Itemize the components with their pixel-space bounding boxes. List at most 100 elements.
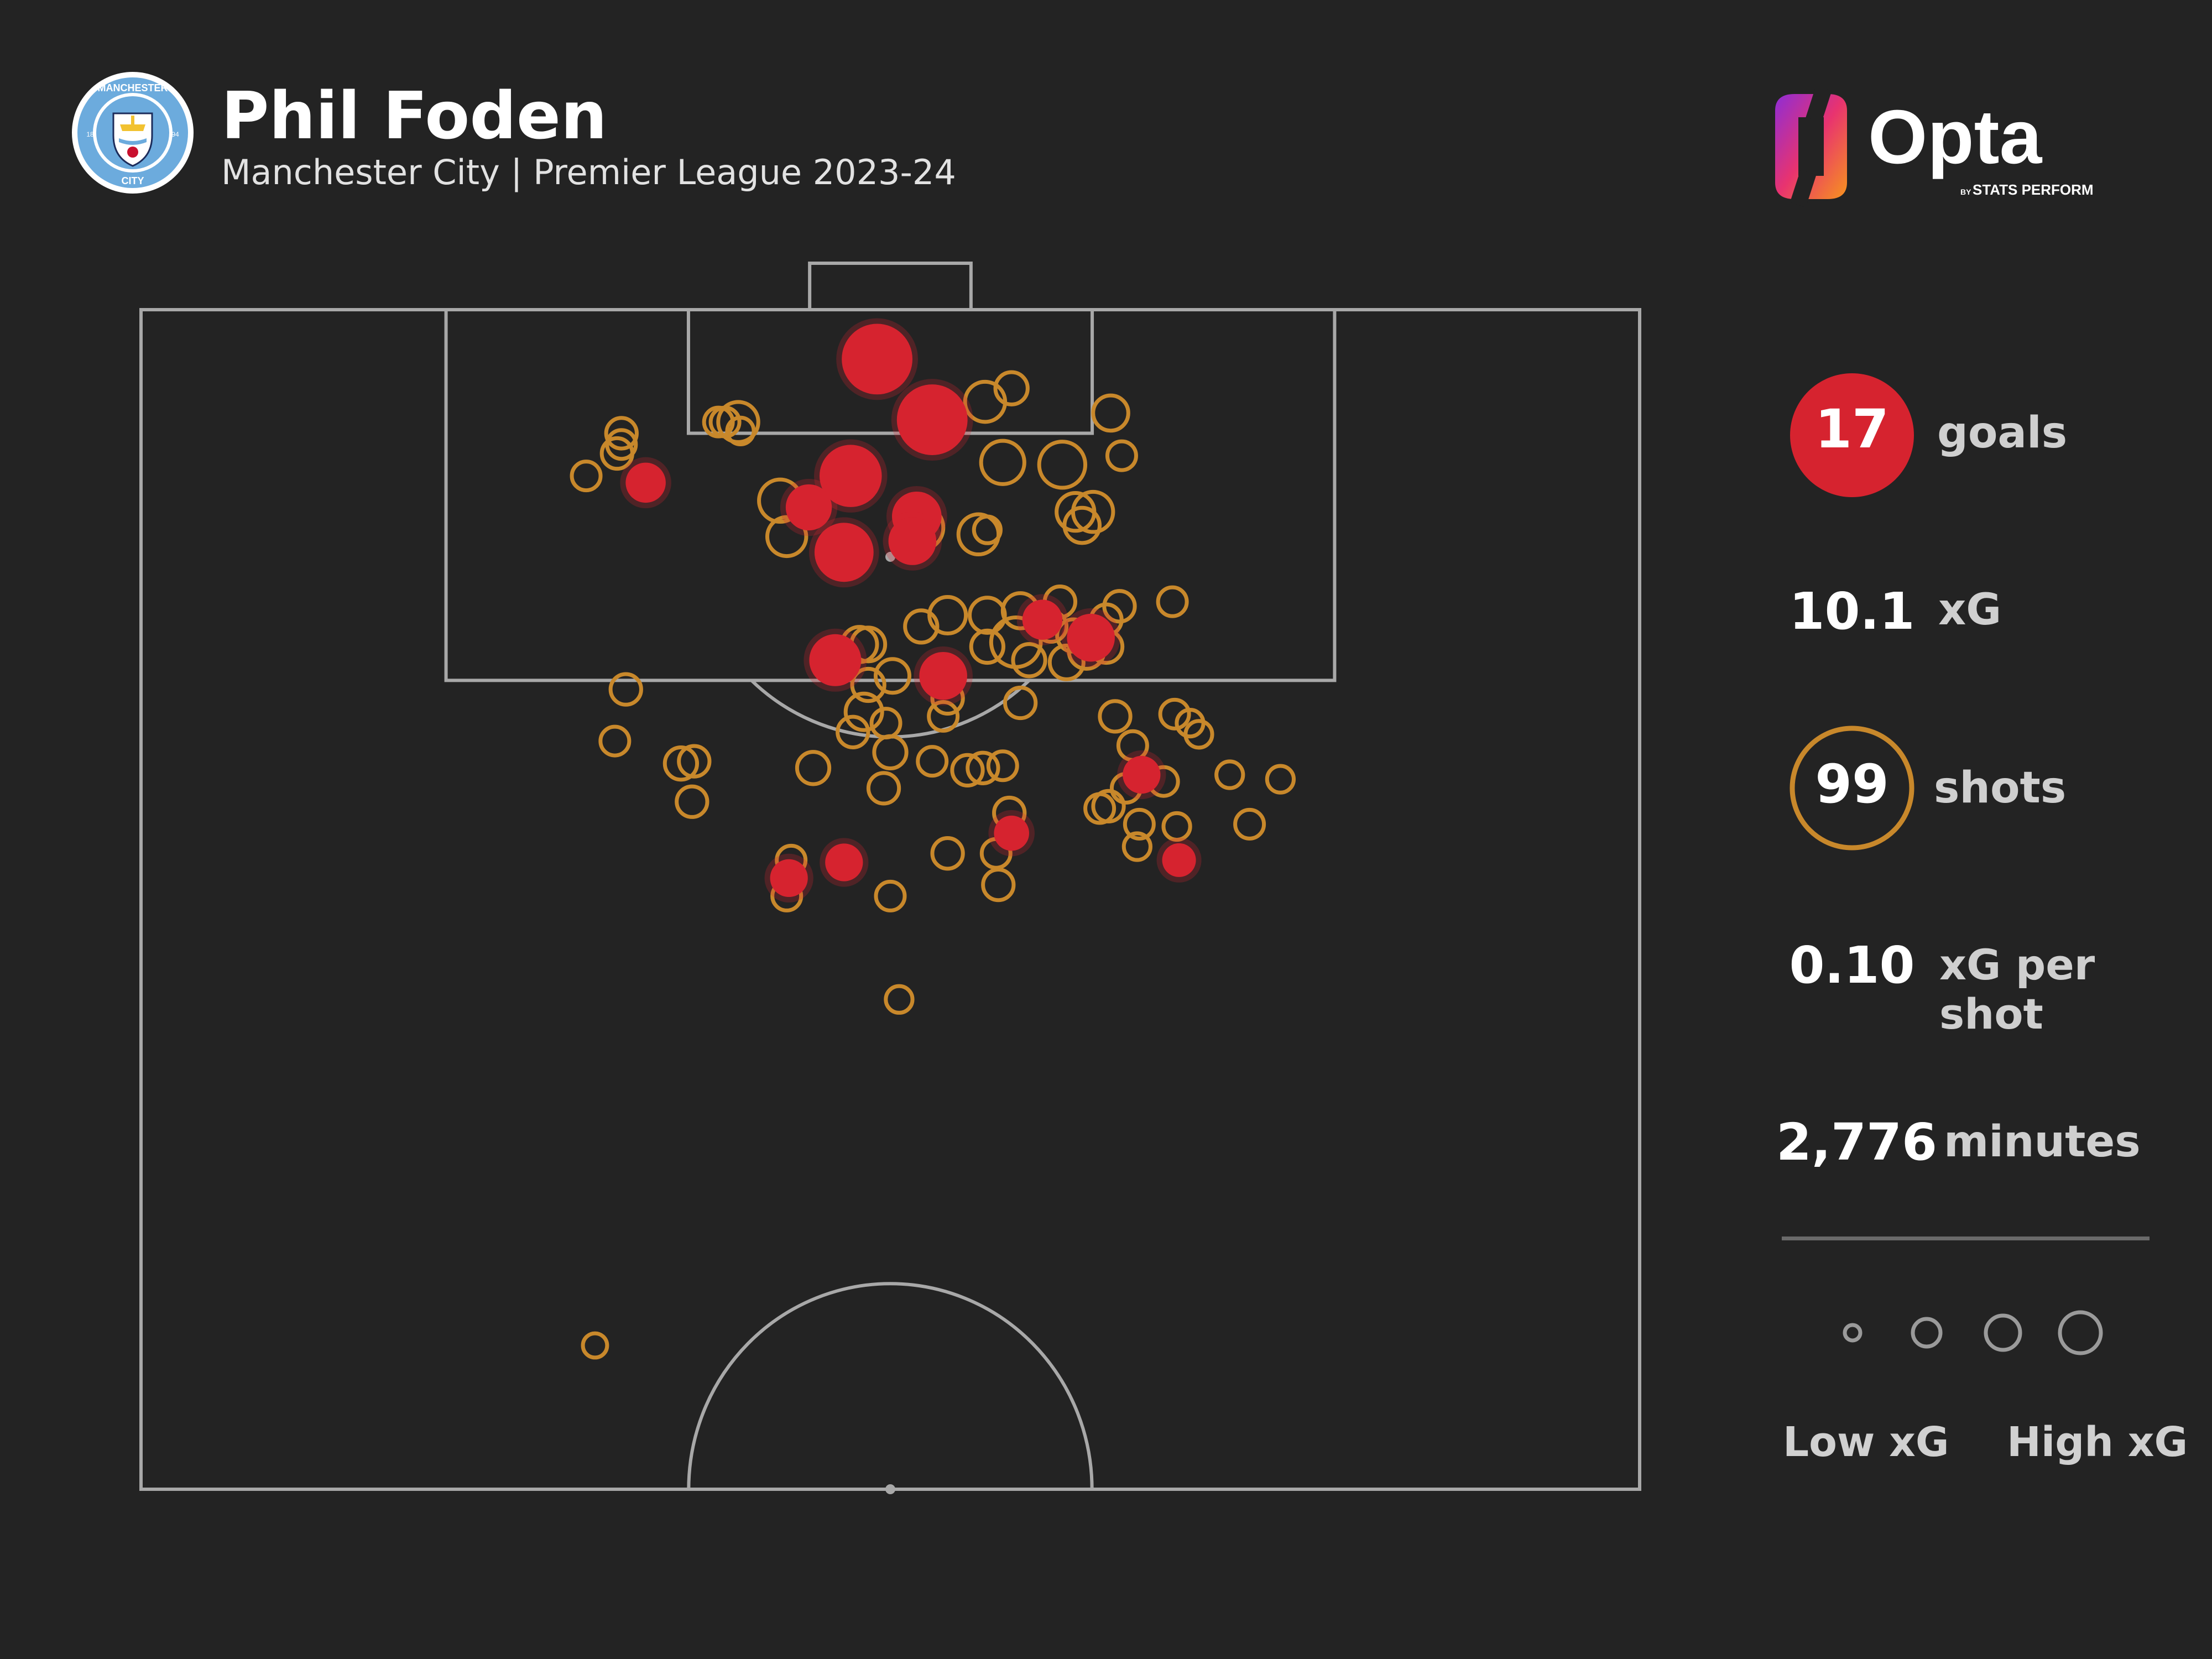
shot-marker xyxy=(986,749,1019,782)
shot-marker xyxy=(1105,439,1138,472)
goal-marker xyxy=(819,445,882,507)
shot-marker xyxy=(765,515,808,559)
shot-marker xyxy=(677,744,712,779)
shot-marker xyxy=(1214,759,1245,790)
player-name-title: Phil Foden xyxy=(221,77,607,154)
goal-marker xyxy=(1123,755,1161,794)
shot-marker xyxy=(1091,393,1130,433)
xg-value: 10.1 xyxy=(1789,582,1915,641)
shot-marker xyxy=(662,745,700,782)
shot-marker xyxy=(850,666,886,703)
goals-label: goals xyxy=(1937,408,2068,458)
shot-marker xyxy=(843,691,884,732)
legend-circle-mid-high-xg xyxy=(1984,1313,2022,1352)
shot-marker xyxy=(716,400,760,444)
goal-marker xyxy=(1162,843,1196,877)
shot-marker xyxy=(1123,807,1156,841)
shot-marker xyxy=(874,879,907,912)
shots-value: 99 xyxy=(1815,753,1889,815)
goal-marker xyxy=(888,517,937,565)
shot-marker xyxy=(581,1331,609,1360)
shot-marker xyxy=(1062,505,1102,545)
shots-layer xyxy=(570,318,1296,1360)
shot-marker xyxy=(1098,699,1133,734)
shot-marker xyxy=(725,415,756,447)
shot-marker xyxy=(608,672,643,707)
opta-logo-icon: Opta BY STATS PERFORM xyxy=(1775,88,2094,208)
shot-marker xyxy=(866,771,901,806)
shot-marker xyxy=(836,714,870,749)
goal-frame xyxy=(808,262,973,311)
svg-text:Opta: Opta xyxy=(1868,95,2043,180)
shot-marker xyxy=(605,428,638,461)
shot-marker xyxy=(873,657,912,695)
goal-marker xyxy=(994,815,1029,851)
goals-value: 17 xyxy=(1815,398,1889,460)
xg-size-legend xyxy=(1843,1310,2103,1355)
legend-high-xg-label: High xG xyxy=(2007,1418,2188,1466)
shot-marker xyxy=(1102,589,1137,624)
legend-divider xyxy=(1782,1237,2150,1240)
shot-marker xyxy=(1233,807,1266,841)
legend-circle-high-xg xyxy=(2058,1310,2103,1355)
svg-text:CITY: CITY xyxy=(121,175,144,186)
svg-text:STATS PERFORM: STATS PERFORM xyxy=(1973,181,2094,198)
xg-per-shot-value: 0.10 xyxy=(1789,936,1915,995)
goal-marker xyxy=(625,462,666,503)
shot-marker xyxy=(1121,831,1152,862)
goal-marker xyxy=(825,843,863,881)
goal-marker xyxy=(770,859,808,898)
centre-circle-arc xyxy=(688,1284,1092,1489)
minutes-label: minutes xyxy=(1944,1117,2141,1167)
goal-marker xyxy=(814,523,874,582)
goal-marker xyxy=(1022,599,1063,640)
goal-marker xyxy=(785,484,832,531)
svg-text:BY: BY xyxy=(1960,187,1971,196)
shot-marker xyxy=(968,596,1007,635)
shot-marker xyxy=(1265,764,1296,795)
minutes-value: 2,776 xyxy=(1776,1113,1938,1172)
legend-low-xg-label: Low xG xyxy=(1783,1418,1949,1466)
shot-marker xyxy=(1055,491,1097,533)
shot-marker xyxy=(966,750,1000,785)
shots-label: shots xyxy=(1934,763,2067,813)
shot-marker xyxy=(1003,685,1038,721)
team-competition-subtitle: Manchester City | Premier League 2023-24 xyxy=(221,152,956,192)
shot-marker xyxy=(916,745,949,778)
goal-marker xyxy=(896,384,968,455)
shot-marker xyxy=(1083,792,1117,825)
shot-marker xyxy=(930,836,965,871)
svg-text:MANCHESTER: MANCHESTER xyxy=(97,82,168,93)
shot-marker xyxy=(981,867,1016,902)
manchester-city-crest-icon: MANCHESTER CITY 18 94 xyxy=(72,72,194,194)
shot-marker xyxy=(604,416,639,451)
svg-text:18: 18 xyxy=(86,131,94,138)
shot-marker xyxy=(1037,440,1088,490)
shot-marker xyxy=(1161,811,1192,842)
shot-marker xyxy=(1156,585,1189,618)
goal-marker xyxy=(1067,613,1115,662)
goals-marker-icon xyxy=(1790,373,1914,497)
shot-marker xyxy=(884,984,915,1015)
xg-per-shot-label: xG per shot xyxy=(1939,940,2095,1039)
xg-label: xG xyxy=(1938,585,2002,635)
pitch-boundary xyxy=(139,308,1641,1491)
legend-circle-low-xg xyxy=(1843,1323,1863,1343)
shot-marker xyxy=(927,595,968,636)
goal-marker xyxy=(842,324,913,395)
svg-text:94: 94 xyxy=(171,131,179,138)
shot-marker xyxy=(598,724,632,758)
shot-marker xyxy=(1183,719,1214,750)
shot-marker xyxy=(979,439,1026,486)
shot-marker xyxy=(795,750,832,786)
shot-marker xyxy=(675,784,709,819)
shot-marker xyxy=(993,370,1030,406)
shot-marker xyxy=(972,514,1003,545)
shot-marker xyxy=(1011,642,1047,679)
centre-spot xyxy=(885,1484,895,1494)
shot-marker xyxy=(969,628,1005,665)
legend-circle-mid-low-xg xyxy=(1911,1317,1943,1349)
shots-marker-icon xyxy=(1790,726,1914,851)
pitch-outline xyxy=(139,262,1641,1494)
